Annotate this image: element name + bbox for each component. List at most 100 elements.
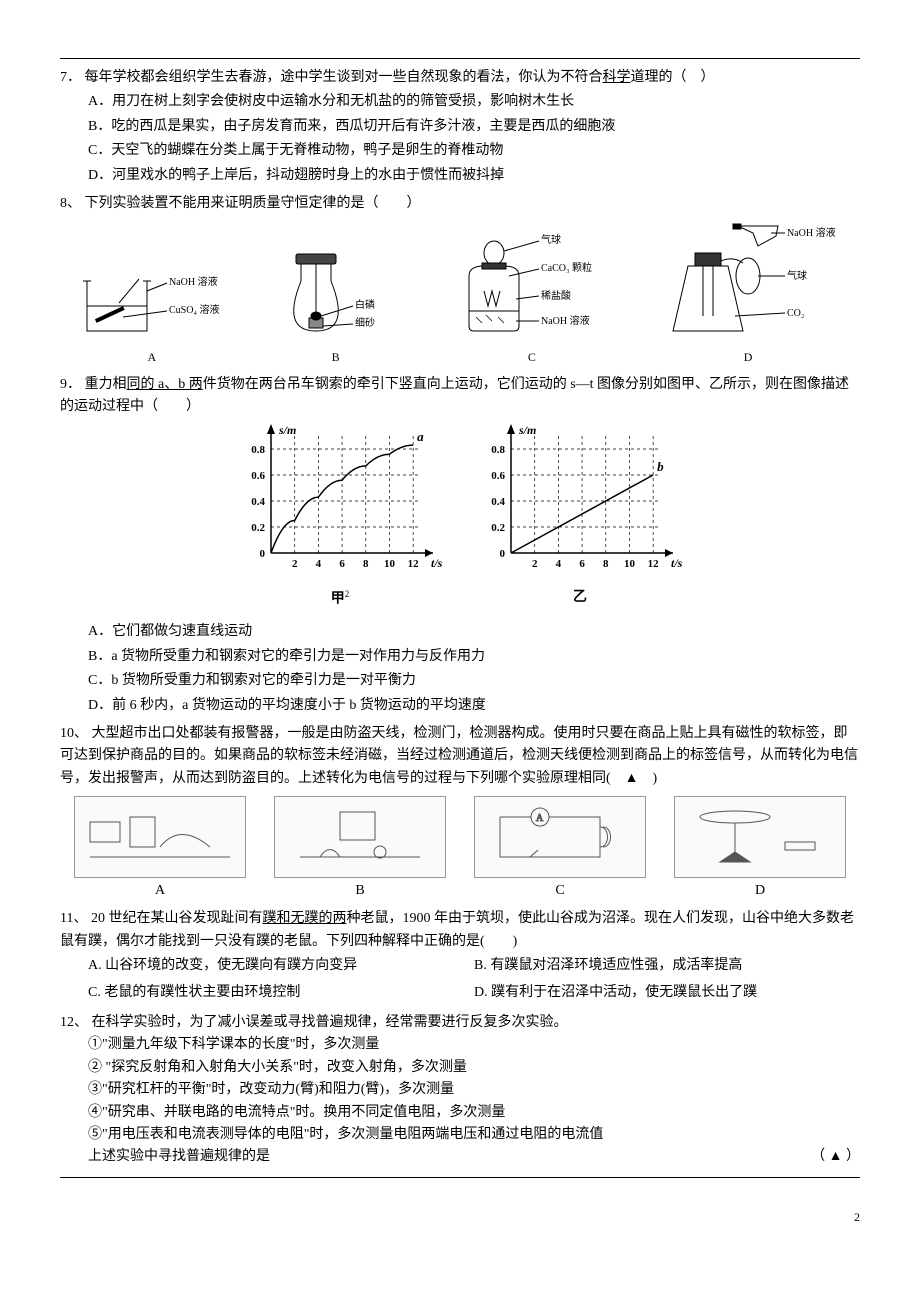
q8a-label1: NaOH 溶液 <box>169 275 218 288</box>
q7-opt-d: D．河里戏水的鸭子上岸后，抖动翅膀时身上的水由于惯性而被抖掉 <box>88 165 860 187</box>
svg-text:2: 2 <box>292 558 298 570</box>
q10-label-d: D <box>674 880 846 902</box>
svg-text:12: 12 <box>648 558 660 570</box>
q10-figure-row: A B A C D <box>60 796 860 902</box>
svg-text:6: 6 <box>339 558 345 570</box>
q8b-label1: 白磷 <box>355 298 375 311</box>
q9-cap-jia: 甲 <box>331 592 345 607</box>
svg-text:A: A <box>536 813 544 824</box>
q7-opt-b: B．吃的西瓜是果实，由子房发育而来，西瓜切开后有许多汁液，主要是西瓜的细胞液 <box>88 116 860 138</box>
q12-i4: ④"研究串、并联电路的电流特点"时。换用不同定值电阻，多次测量 <box>88 1102 860 1124</box>
svg-text:b: b <box>657 459 664 474</box>
q10-fig-d-placeholder <box>674 796 846 878</box>
q11-opt-c: C. 老鼠的有蹼性状主要由环境控制 <box>88 982 474 1004</box>
svg-text:6: 6 <box>579 558 585 570</box>
q8-label-b: B <box>261 348 411 367</box>
q9-opt-d: D．前 6 秒内，a 货物运动的平均速度小于 b 货物运动的平均速度 <box>88 695 860 717</box>
q10-num: 10、 <box>60 726 88 741</box>
q11-opt-a: A. 山谷环境的改变，使无蹼向有蹼方向变异 <box>88 955 474 977</box>
svg-text:12: 12 <box>408 558 420 570</box>
page-number: 2 <box>60 1208 860 1227</box>
q12-i5: ⑤"用电压表和电流表测导体的电阻"时，多次测量电阻两端电压和通过电阻的电流值 <box>88 1124 860 1146</box>
q8c-label2: CaCO₃ 颗粒 <box>541 261 592 274</box>
q9-sub2: 2 <box>345 589 350 599</box>
svg-text:8: 8 <box>363 558 369 570</box>
svg-text:s/m: s/m <box>518 423 536 437</box>
q12-i2: ② "探究反射角和入射角大小关系"时，改变入射角，多次测量 <box>88 1057 860 1079</box>
q9-opt-b: B．a 货物所受重力和钢索对它的牵引力是一对作用力与反作用力 <box>88 646 860 668</box>
svg-text:0.2: 0.2 <box>251 522 265 534</box>
svg-text:0.8: 0.8 <box>491 444 505 456</box>
q8b-label2: 细砂 <box>355 316 375 329</box>
q8-fig-a: NaOH 溶液 CuSO₄ 溶液 A <box>77 251 227 367</box>
question-10: 10、 大型超市出口处都装有报警器，一般是由防盗天线，检测门，检测器构成。使用时… <box>60 723 860 903</box>
q8-label-a: A <box>77 348 227 367</box>
q9-opt-c: C．b 货物所受重力和钢索对它的牵引力是一对平衡力 <box>88 670 860 692</box>
q9-num: 9． <box>60 377 81 392</box>
q7-opt-a: A．用刀在树上刻字会使树皮中运输水分和无机盐的的筛管受损，影响树木生长 <box>88 91 860 113</box>
q8-label-d: D <box>653 348 843 367</box>
q12-i3: ③"研究杠杆的平衡"时，改变动力(臂)和阻力(臂)，多次测量 <box>88 1079 860 1101</box>
q7-stem-u: 科学 <box>603 70 631 85</box>
q11-opt-b: B. 有蹼鼠对沼泽环境适应性强，成活率提高 <box>474 955 860 977</box>
q10-label-b: B <box>274 880 446 902</box>
q8a-label2: CuSO₄ 溶液 <box>169 303 219 316</box>
svg-text:0: 0 <box>500 548 506 560</box>
svg-text:0.6: 0.6 <box>251 470 265 482</box>
q7-num: 7． <box>60 70 81 85</box>
top-rule <box>60 58 860 59</box>
q8-stem: 下列实验装置不能用来证明质量守恒定律的是（ ） <box>85 196 421 211</box>
q12-tail: 上述实验中寻找普遍规律的是 <box>88 1146 270 1168</box>
svg-text:0: 0 <box>260 548 266 560</box>
q9-stem-a: 重力相 <box>85 377 127 392</box>
svg-text:0.8: 0.8 <box>251 444 265 456</box>
q8c-label3: 稀盐酸 <box>541 289 571 302</box>
svg-text:8: 8 <box>603 558 609 570</box>
svg-text:0.4: 0.4 <box>491 496 505 508</box>
svg-text:t/s: t/s <box>431 556 443 570</box>
q7-opt-c: C．天空飞的蝴蝶在分类上属于无脊椎动物，鸭子是卵生的脊椎动物 <box>88 140 860 162</box>
svg-text:s/m: s/m <box>278 423 296 437</box>
q9-graph-yi: 2468101200.20.40.60.8s/mt/sb 乙 <box>475 422 685 611</box>
q9-opt-a: A．它们都做匀速直线运动 <box>88 621 860 643</box>
q11-stem-u: 蹼和无蹼的两 <box>262 911 346 926</box>
q8-fig-c: 气球 CaCO₃ 颗粒 稀盐酸 NaOH 溶液 C <box>444 231 619 367</box>
q8-fig-d: NaOH 溶液 气球 CO₂ D <box>653 221 843 367</box>
svg-text:4: 4 <box>316 558 322 570</box>
q8-label-c: C <box>444 348 619 367</box>
q11-num: 11、 <box>60 911 87 926</box>
q8d-label1: NaOH 溶液 <box>787 226 836 239</box>
q8c-label1: 气球 <box>541 233 561 246</box>
q12-stem: 在科学实验时，为了减小误差或寻找普遍规律，经常需要进行反复多次实验。 <box>92 1015 568 1030</box>
q7-stem-a: 每年学校都会组织学生去春游，途中学生谈到对一些自然现象的看法，你认为不符合 <box>85 70 603 85</box>
svg-text:10: 10 <box>384 558 396 570</box>
q8d-label3: CO₂ <box>787 308 804 319</box>
q10-fig-a-placeholder <box>74 796 246 878</box>
q10-label-c: C <box>474 880 646 902</box>
q12-i1: ①"测量九年级下科学课本的长度"时，多次测量 <box>88 1034 860 1056</box>
q8-num: 8、 <box>60 196 81 211</box>
q10-fig-b-placeholder <box>274 796 446 878</box>
svg-text:4: 4 <box>556 558 562 570</box>
svg-text:0.4: 0.4 <box>251 496 265 508</box>
q8c-label4: NaOH 溶液 <box>541 314 590 327</box>
q9-graph-jia: 2468101200.20.40.60.8s/mt/sa 甲2 <box>235 422 445 611</box>
q9-stem-u: 同的 a、b 两 <box>127 377 203 392</box>
svg-text:2: 2 <box>532 558 538 570</box>
q9-cap-yi: 乙 <box>475 587 685 609</box>
question-11: 11、 20 世纪在某山谷发现趾间有蹼和无蹼的两种老鼠，1900 年由于筑坝，使… <box>60 908 860 1006</box>
q12-num: 12、 <box>60 1015 88 1030</box>
q10-stem: 大型超市出口处都装有报警器，一般是由防盗天线，检测门，检测器构成。使用时只要在商… <box>60 726 858 786</box>
svg-text:10: 10 <box>624 558 636 570</box>
bottom-rule <box>60 1177 860 1178</box>
question-12: 12、 在科学实验时，为了减小误差或寻找普遍规律，经常需要进行反复多次实验。 ①… <box>60 1012 860 1169</box>
svg-text:0.6: 0.6 <box>491 470 505 482</box>
q8d-label2: 气球 <box>787 269 807 282</box>
q11-opt-d: D. 蹼有利于在沼泽中活动，使无蹼鼠长出了蹼 <box>474 982 860 1004</box>
question-7: 7． 每年学校都会组织学生去春游，途中学生谈到对一些自然现象的看法，你认为不符合… <box>60 67 860 187</box>
q8-fig-b: 白磷 细砂 B <box>261 236 411 367</box>
svg-text:a: a <box>417 429 424 444</box>
svg-text:t/s: t/s <box>671 556 683 570</box>
q7-stem-b: 道理的（ ） <box>631 70 715 85</box>
q10-fig-c-placeholder: A <box>474 796 646 878</box>
